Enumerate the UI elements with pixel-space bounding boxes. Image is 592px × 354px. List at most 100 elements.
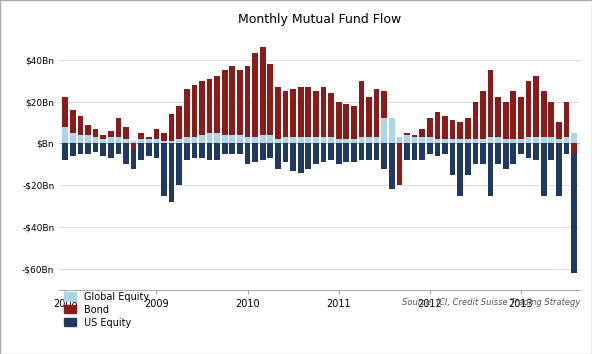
Bar bbox=[176, 106, 182, 143]
Bar bbox=[541, 91, 546, 143]
Bar bbox=[244, 137, 250, 143]
Bar bbox=[374, 137, 379, 143]
Bar bbox=[78, 143, 83, 154]
Bar bbox=[496, 143, 501, 164]
Bar bbox=[419, 137, 425, 143]
Bar bbox=[571, 143, 577, 273]
Bar bbox=[442, 116, 448, 143]
Bar bbox=[389, 118, 395, 143]
Bar bbox=[62, 127, 68, 143]
Bar bbox=[214, 133, 220, 143]
Bar bbox=[146, 143, 152, 156]
Bar bbox=[244, 143, 250, 164]
Bar bbox=[480, 139, 486, 143]
Bar bbox=[359, 143, 364, 160]
Bar bbox=[146, 139, 152, 143]
Bar bbox=[404, 143, 410, 160]
Bar bbox=[313, 91, 318, 143]
Bar bbox=[458, 139, 463, 143]
Bar bbox=[571, 143, 577, 154]
Bar bbox=[321, 87, 326, 143]
Bar bbox=[161, 133, 167, 143]
Bar bbox=[131, 143, 137, 169]
Bar bbox=[435, 143, 440, 156]
Bar bbox=[351, 139, 357, 143]
Bar bbox=[139, 143, 144, 160]
Bar bbox=[290, 89, 296, 143]
Bar bbox=[419, 143, 425, 160]
Bar bbox=[458, 143, 463, 196]
Bar bbox=[480, 143, 486, 164]
Bar bbox=[313, 143, 318, 164]
Bar bbox=[359, 137, 364, 143]
Bar bbox=[176, 143, 182, 185]
Bar bbox=[260, 143, 266, 160]
Bar bbox=[518, 139, 524, 143]
Bar bbox=[556, 139, 562, 143]
Bar bbox=[359, 81, 364, 143]
Bar bbox=[237, 70, 243, 143]
Bar bbox=[472, 143, 478, 164]
Bar bbox=[351, 106, 357, 143]
Bar bbox=[458, 122, 463, 143]
Bar bbox=[108, 131, 114, 143]
Bar bbox=[101, 139, 106, 143]
Bar bbox=[389, 122, 395, 143]
Bar bbox=[222, 135, 227, 143]
Bar bbox=[85, 143, 91, 154]
Bar bbox=[389, 143, 395, 189]
Bar bbox=[252, 53, 258, 143]
Bar bbox=[214, 76, 220, 143]
Bar bbox=[108, 137, 114, 143]
Bar bbox=[328, 93, 334, 143]
Bar bbox=[101, 143, 106, 156]
Bar bbox=[252, 137, 258, 143]
Bar bbox=[472, 139, 478, 143]
Bar bbox=[465, 143, 471, 175]
Bar bbox=[275, 87, 281, 143]
Bar bbox=[435, 139, 440, 143]
Bar bbox=[404, 133, 410, 143]
Bar bbox=[199, 81, 205, 143]
Bar bbox=[290, 143, 296, 171]
Bar bbox=[503, 139, 509, 143]
Bar bbox=[427, 137, 433, 143]
Bar bbox=[298, 143, 304, 173]
Bar bbox=[526, 137, 532, 143]
Bar bbox=[268, 135, 273, 143]
Bar bbox=[237, 135, 243, 143]
Bar bbox=[115, 137, 121, 143]
Bar bbox=[176, 139, 182, 143]
Bar bbox=[404, 135, 410, 143]
Bar bbox=[381, 91, 387, 143]
Bar bbox=[298, 87, 304, 143]
Bar bbox=[108, 143, 114, 158]
Bar bbox=[510, 91, 516, 143]
Bar bbox=[169, 114, 175, 143]
Bar bbox=[336, 143, 342, 164]
Bar bbox=[488, 143, 493, 196]
Bar bbox=[70, 143, 76, 156]
Bar bbox=[230, 143, 235, 154]
Bar bbox=[260, 47, 266, 143]
Bar bbox=[419, 129, 425, 143]
Bar bbox=[427, 118, 433, 143]
Bar bbox=[321, 137, 326, 143]
Bar bbox=[207, 79, 213, 143]
Bar bbox=[397, 137, 403, 143]
Bar bbox=[343, 104, 349, 143]
Bar bbox=[199, 143, 205, 158]
Bar bbox=[548, 102, 554, 143]
Bar bbox=[450, 120, 455, 143]
Bar bbox=[427, 143, 433, 154]
Bar bbox=[412, 143, 417, 160]
Bar bbox=[305, 137, 311, 143]
Bar bbox=[435, 112, 440, 143]
Bar bbox=[533, 76, 539, 143]
Bar bbox=[412, 135, 417, 143]
Bar bbox=[374, 89, 379, 143]
Bar bbox=[496, 137, 501, 143]
Text: Source: ICI, Credit Suisse Trading Strategy: Source: ICI, Credit Suisse Trading Strat… bbox=[402, 298, 580, 307]
Bar bbox=[139, 133, 144, 143]
Bar bbox=[131, 141, 137, 143]
